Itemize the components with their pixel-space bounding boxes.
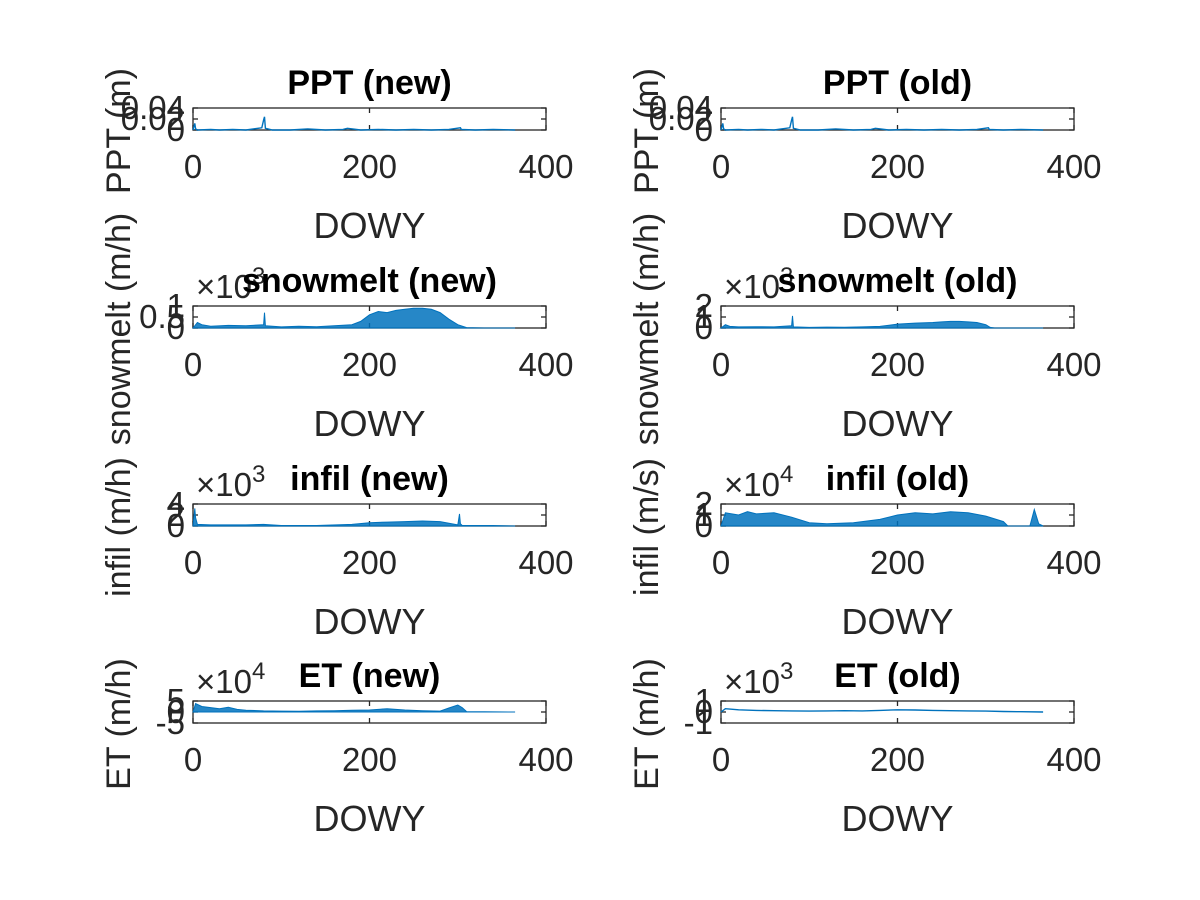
x-tick-label: 200	[870, 346, 925, 383]
y-tick-label: 0.04	[121, 89, 185, 126]
subplot-title: PPT (new)	[287, 64, 451, 102]
x-tick-label: 0	[712, 346, 730, 383]
series-area	[192, 702, 516, 713]
series-line	[720, 116, 1044, 131]
y-axis-label: PPT (m)	[628, 68, 666, 194]
axis-exponent-power: 3	[780, 658, 793, 685]
x-tick-label: 400	[1046, 741, 1101, 778]
subplot-title: snowmelt (old)	[778, 262, 1018, 300]
x-axis-label: DOWY	[314, 798, 426, 839]
y-tick-label: 0.02	[649, 100, 713, 137]
y-tick-label: 0	[695, 309, 713, 346]
y-tick-label: 1	[695, 298, 713, 335]
axis-exponent-power: 4	[780, 461, 793, 488]
y-tick-label: 0	[695, 693, 713, 730]
series-area	[720, 507, 1044, 527]
y-tick-label: 0.5	[139, 298, 185, 335]
x-tick-label: 0	[184, 346, 202, 383]
y-tick-label: 0	[695, 111, 713, 148]
y-tick-label: 0	[167, 309, 185, 346]
y-axis-label: ET (m/h)	[628, 658, 666, 790]
subplot-title: infil (old)	[826, 460, 970, 498]
x-tick-label: 400	[518, 346, 573, 383]
subplot-title: ET (new)	[299, 657, 441, 695]
series-area	[191, 307, 516, 329]
y-tick-label: 2	[695, 287, 713, 324]
x-axis-label: DOWY	[314, 403, 426, 444]
x-tick-label: 400	[1046, 346, 1101, 383]
subplot-title: infil (new)	[290, 460, 449, 498]
x-tick-label: 0	[712, 544, 730, 581]
x-tick-label: 200	[342, 544, 397, 581]
x-tick-label: 400	[1046, 544, 1101, 581]
subplot-title: PPT (old)	[823, 64, 972, 102]
x-tick-label: 400	[518, 741, 573, 778]
y-tick-label: 0.04	[649, 89, 713, 126]
y-tick-label: -1	[684, 704, 713, 741]
x-axis-label: DOWY	[314, 205, 426, 246]
x-axis-label: DOWY	[842, 205, 954, 246]
y-axis-label: ET (m/h)	[100, 658, 138, 790]
x-tick-label: 400	[1046, 148, 1101, 185]
x-tick-label: 0	[712, 741, 730, 778]
axis-exponent: ×104	[724, 461, 793, 503]
y-tick-label: 0	[695, 507, 713, 544]
y-tick-label: -5	[156, 704, 185, 741]
subplot-title: ET (old)	[834, 657, 961, 695]
x-tick-label: 200	[342, 741, 397, 778]
y-tick-label: 0	[167, 111, 185, 148]
axis-exponent-power: 4	[252, 658, 265, 685]
y-tick-label: 5	[167, 682, 185, 719]
y-tick-label: 1	[167, 287, 185, 324]
y-tick-label: 2	[695, 485, 713, 522]
x-tick-label: 200	[342, 346, 397, 383]
y-axis-label: infil (m/h)	[100, 457, 138, 597]
x-tick-label: 400	[518, 148, 573, 185]
axis-exponent: ×103	[724, 658, 793, 700]
series-area	[719, 315, 1044, 329]
x-tick-label: 0	[184, 148, 202, 185]
y-axis-label: snowmelt (m/h)	[100, 213, 138, 445]
x-tick-label: 200	[870, 544, 925, 581]
axis-exponent: ×104	[196, 658, 265, 700]
y-axis-label: infil (m/s)	[628, 458, 666, 596]
y-tick-label: 2	[167, 496, 185, 533]
axis-exponent-power: 3	[252, 461, 265, 488]
series-area	[192, 508, 516, 527]
x-axis-label: DOWY	[314, 601, 426, 642]
x-tick-label: 200	[342, 148, 397, 185]
series-line	[192, 116, 516, 131]
x-axis-label: DOWY	[842, 798, 954, 839]
y-tick-label: 1	[695, 682, 713, 719]
y-tick-label: 0	[167, 693, 185, 730]
y-axis-label: PPT (m)	[100, 68, 138, 194]
x-tick-label: 0	[184, 741, 202, 778]
y-axis-label: snowmelt (m/h)	[628, 213, 666, 445]
y-tick-label: 0.02	[121, 100, 185, 137]
x-tick-label: 200	[870, 741, 925, 778]
y-tick-label: 4	[167, 485, 185, 522]
x-axis-label: DOWY	[842, 601, 954, 642]
axis-exponent: ×103	[196, 461, 265, 503]
x-tick-label: 200	[870, 148, 925, 185]
axis-exponent-power: 3	[780, 263, 793, 290]
y-tick-label: 1	[695, 496, 713, 533]
y-tick-label: 0	[167, 507, 185, 544]
series-line	[720, 707, 1044, 713]
x-tick-label: 0	[184, 544, 202, 581]
x-axis-label: DOWY	[842, 403, 954, 444]
x-tick-label: 0	[712, 148, 730, 185]
axis-exponent-power: 3	[252, 263, 265, 290]
subplot-title: snowmelt (new)	[242, 262, 497, 300]
x-tick-label: 400	[518, 544, 573, 581]
